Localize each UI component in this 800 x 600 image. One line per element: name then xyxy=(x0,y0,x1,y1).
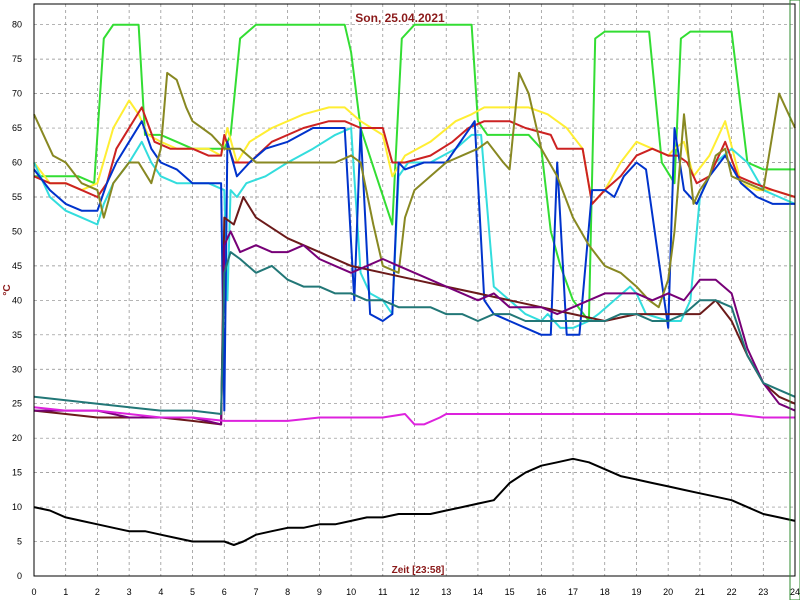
series-line-11 xyxy=(33,457,796,546)
x-tick-label: 14 xyxy=(473,587,483,597)
y-tick-labels: 0 5 10 15 20 25 30 35 40 45 50 55 60 65 70 75 80 xyxy=(12,20,22,581)
x-tick-label: 8 xyxy=(285,587,290,597)
y-tick-label: 75 xyxy=(12,54,22,64)
y-tick-label: 50 xyxy=(12,226,22,236)
series-line-6 xyxy=(33,71,796,309)
y-tick-label: 10 xyxy=(12,502,22,512)
x-tick-label: 23 xyxy=(758,587,768,597)
y-axis-label: °C xyxy=(2,284,13,295)
x-tick-label: 21 xyxy=(695,587,705,597)
x-tick-label: 15 xyxy=(505,587,515,597)
x-tick-label: 13 xyxy=(441,587,451,597)
y-tick-label: 40 xyxy=(12,295,22,305)
x-tick-label: 11 xyxy=(378,587,387,597)
x-axis-label: Zeit [23:58] xyxy=(392,565,445,576)
series-line-8 xyxy=(34,230,796,426)
x-tick-label: 1 xyxy=(63,587,68,597)
series-line-1 xyxy=(34,23,795,322)
x-tick-labels: 0 1 2 3 4 5 6 7 8 9 10 11 12 13 14 15 16 17 18 19 20 21 22 23 24 xyxy=(31,587,800,597)
x-tick-label: 6 xyxy=(222,587,227,597)
y-tick-label: 35 xyxy=(12,330,22,340)
x-tick-label: 24 xyxy=(790,587,800,597)
y-tick-label: 15 xyxy=(12,468,22,478)
y-tick-label: 65 xyxy=(12,123,22,133)
x-tick-label: 12 xyxy=(409,587,419,597)
series-line-9 xyxy=(33,251,796,415)
x-tick-label: 0 xyxy=(31,587,36,597)
series-line-4 xyxy=(33,106,796,205)
y-tick-label: 25 xyxy=(12,399,22,409)
x-tick-label: 10 xyxy=(346,587,356,597)
x-tick-label: 4 xyxy=(158,587,163,597)
y-tick-label: 30 xyxy=(12,364,22,374)
y-tick-label: 70 xyxy=(12,89,22,99)
y-tick-label: 20 xyxy=(12,433,22,443)
x-tick-label: 9 xyxy=(317,587,322,597)
x-tick-label: 3 xyxy=(127,587,132,597)
y-tick-label: 5 xyxy=(17,537,22,547)
x-tick-label: 7 xyxy=(253,587,258,597)
series-group xyxy=(33,23,796,546)
plot-frame xyxy=(33,3,796,577)
x-tick-label: 20 xyxy=(663,587,673,597)
x-tick-label: 19 xyxy=(631,587,641,597)
y-tick-label: 80 xyxy=(12,20,22,30)
window-edge xyxy=(789,0,800,600)
x-tick-label: 18 xyxy=(600,587,610,597)
series-line-5 xyxy=(33,120,795,412)
x-tick-label: 5 xyxy=(190,587,195,597)
x-tick-label: 17 xyxy=(568,587,578,597)
series-line-10 xyxy=(33,406,795,426)
y-tick-label: 45 xyxy=(12,261,22,271)
y-tick-label: 60 xyxy=(12,158,22,168)
chart-title: Son, 25.04.2021 xyxy=(355,11,445,25)
x-tick-label: 16 xyxy=(536,587,546,597)
y-tick-label: 55 xyxy=(12,192,22,202)
y-tick-label: 0 xyxy=(17,571,22,581)
x-tick-label: 2 xyxy=(95,587,100,597)
x-tick-label: 22 xyxy=(727,587,737,597)
